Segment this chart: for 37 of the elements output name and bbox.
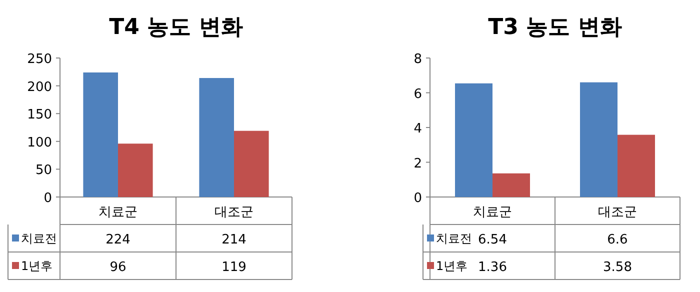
bar bbox=[492, 173, 530, 197]
bar bbox=[118, 144, 153, 197]
y-tick-label: 6 bbox=[414, 86, 422, 102]
y-tick-label: 8 bbox=[414, 52, 422, 67]
y-tick-label: 150 bbox=[27, 108, 52, 123]
y-tick-label: 0 bbox=[44, 191, 52, 206]
y-tick-label: 4 bbox=[414, 122, 422, 136]
data-label: 6.54 bbox=[478, 232, 507, 248]
legend-label: 치료전 bbox=[21, 232, 57, 246]
data-label: 6.6 bbox=[607, 232, 628, 248]
data-label: 96 bbox=[110, 260, 126, 275]
bar bbox=[580, 82, 618, 197]
data-label: 119 bbox=[222, 260, 246, 275]
legend-label: 치료전 bbox=[436, 232, 472, 246]
data-label: 224 bbox=[106, 232, 130, 248]
y-tick-label: 250 bbox=[27, 52, 52, 67]
x-tick-label: 대조군 bbox=[598, 205, 637, 220]
y-tick-label: 2 bbox=[414, 156, 422, 172]
legend-label: 1년후 bbox=[436, 259, 468, 273]
x-tick-label: 치료군 bbox=[473, 205, 512, 220]
bar bbox=[199, 78, 234, 197]
y-tick-label: 100 bbox=[27, 135, 52, 150]
bar bbox=[234, 130, 269, 197]
bar bbox=[83, 72, 118, 197]
x-tick-label: 치료군 bbox=[98, 205, 138, 220]
y-tick-label: 50 bbox=[35, 163, 52, 178]
data-label: 3.58 bbox=[603, 260, 632, 275]
data-label: 1.36 bbox=[478, 260, 507, 275]
legend-label: 1년후 bbox=[21, 259, 53, 273]
chart-title: T3 농도 변화 bbox=[488, 15, 622, 40]
chart-title: T4 농도 변화 bbox=[109, 15, 243, 40]
bar bbox=[455, 83, 492, 197]
y-tick-label: 200 bbox=[27, 80, 52, 95]
x-tick-label: 대조군 bbox=[214, 205, 254, 220]
y-tick-label: 0 bbox=[414, 191, 422, 206]
data-label: 214 bbox=[222, 232, 246, 248]
bar bbox=[618, 134, 655, 197]
